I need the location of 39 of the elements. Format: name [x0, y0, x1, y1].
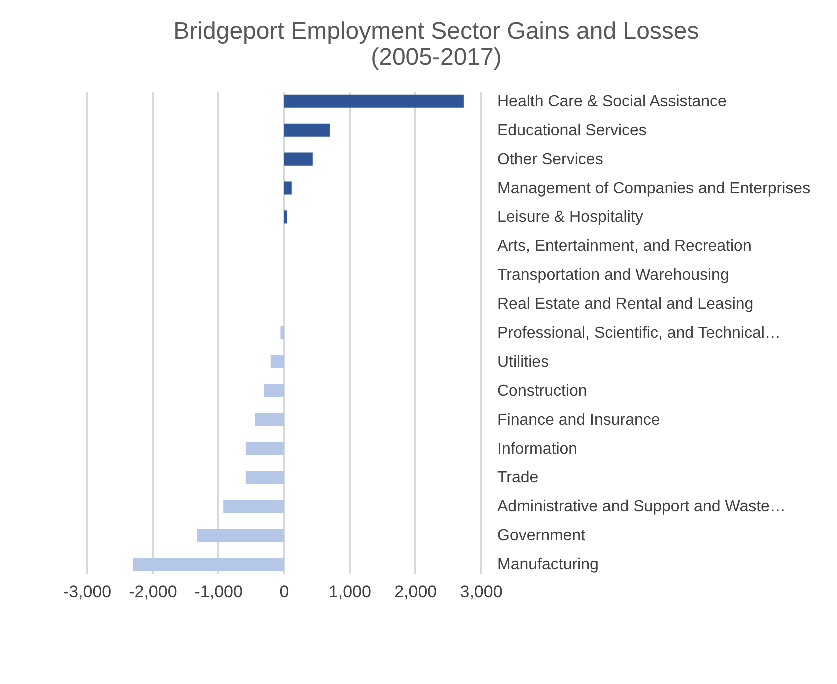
y-tick-label: Information [498, 440, 578, 458]
y-tick-label: Administrative and Support and Waste… [498, 498, 786, 516]
x-tick-label: 0 [280, 582, 290, 602]
y-tick-label: Arts, Entertainment, and Recreation [498, 238, 752, 256]
x-tick-label: -1,000 [194, 582, 243, 602]
bar [270, 355, 284, 368]
bar [224, 500, 284, 514]
bar [284, 94, 464, 108]
bar [264, 384, 284, 398]
chart-title: Bridgeport Employment Sector Gains and Losses (2005-2017) [174, 18, 700, 71]
bar [132, 558, 284, 572]
y-tick-label: Educational Services [498, 122, 647, 140]
x-tick-label: 3,000 [460, 582, 503, 602]
y-tick-label: Manufacturing [498, 556, 599, 574]
y-tick-label: Health Care & Social Assistance [498, 93, 728, 110]
bar [197, 529, 284, 542]
y-tick-label: Real Estate and Rental and Leasing [498, 296, 754, 314]
y-tick-label: Transportation and Warehousing [498, 267, 730, 284]
y-tick-label: Government [498, 528, 586, 545]
bar [284, 124, 330, 137]
y-tick-label: Utilities [498, 354, 550, 371]
bar [246, 442, 284, 456]
y-tick-label: Professional, Scientific, and Technical… [498, 325, 781, 342]
bar [284, 210, 288, 224]
y-tick-label: Other Services [498, 151, 604, 168]
x-tick-label: -3,000 [63, 582, 112, 602]
x-tick-label: 1,000 [328, 582, 372, 602]
bar [246, 471, 284, 484]
y-tick-label: Trade [498, 470, 539, 487]
bar [284, 152, 313, 166]
y-tick-label: Management of Companies and Enterprises [498, 180, 811, 198]
bar [284, 182, 292, 195]
y-tick-label: Leisure & Hospitality [498, 209, 644, 226]
y-tick-label: Finance and Insurance [498, 412, 660, 429]
bar [255, 413, 284, 426]
x-tick-label: 2,000 [394, 582, 438, 602]
x-tick-label: -2,000 [129, 582, 178, 602]
y-tick-label: Construction [498, 382, 588, 400]
bar [280, 326, 284, 340]
